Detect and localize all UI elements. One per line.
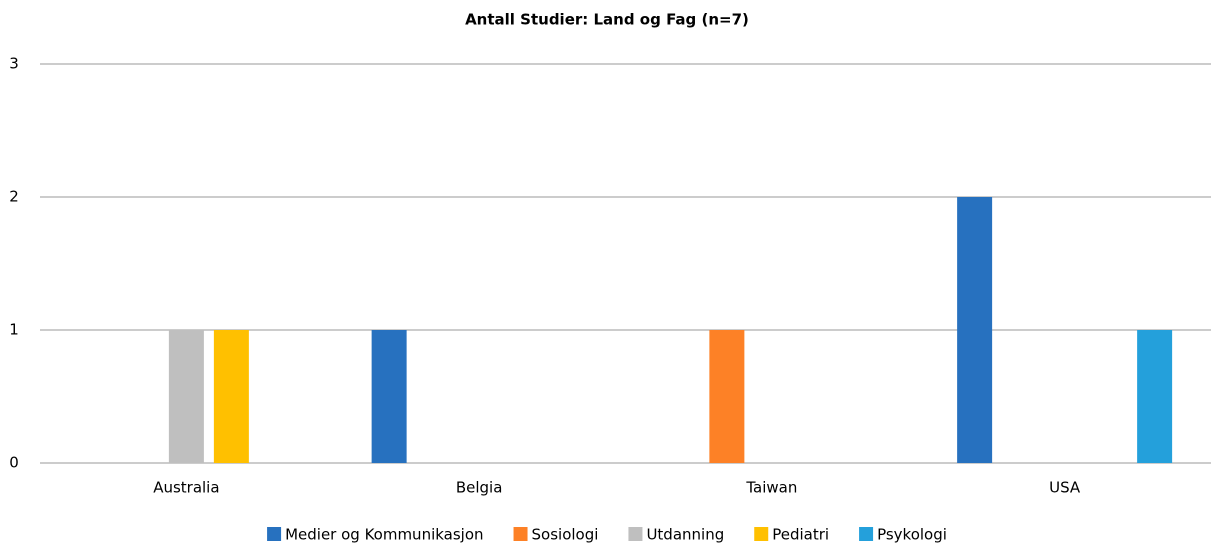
legend-swatch (628, 527, 643, 541)
legend-swatch (267, 527, 282, 541)
legend-label: Pediatri (772, 526, 829, 544)
x-tick-label: Belgia (456, 479, 503, 497)
x-tick-label: USA (1049, 479, 1081, 497)
y-tick-label: 1 (9, 321, 19, 339)
legend-label: Psykologi (877, 526, 947, 544)
legend-swatch (513, 527, 528, 541)
bar (168, 330, 204, 463)
chart-title: Antall Studier: Land og Fag (n=7) (465, 11, 749, 29)
bar (213, 330, 249, 463)
bar (709, 330, 745, 463)
bar (371, 330, 407, 463)
legend-swatch (859, 527, 874, 541)
bar (1137, 330, 1173, 463)
y-tick-label: 3 (9, 55, 19, 73)
x-tick-label: Taiwan (745, 479, 797, 497)
legend-label: Sosiologi (532, 526, 599, 544)
legend-label: Utdanning (646, 526, 724, 544)
x-tick-label: Australia (153, 479, 219, 497)
y-tick-label: 0 (9, 454, 19, 472)
y-tick-label: 2 (9, 188, 19, 206)
legend-label: Medier og Kommunikasjon (285, 526, 483, 544)
legend-swatch (754, 527, 769, 541)
bar (957, 197, 993, 463)
